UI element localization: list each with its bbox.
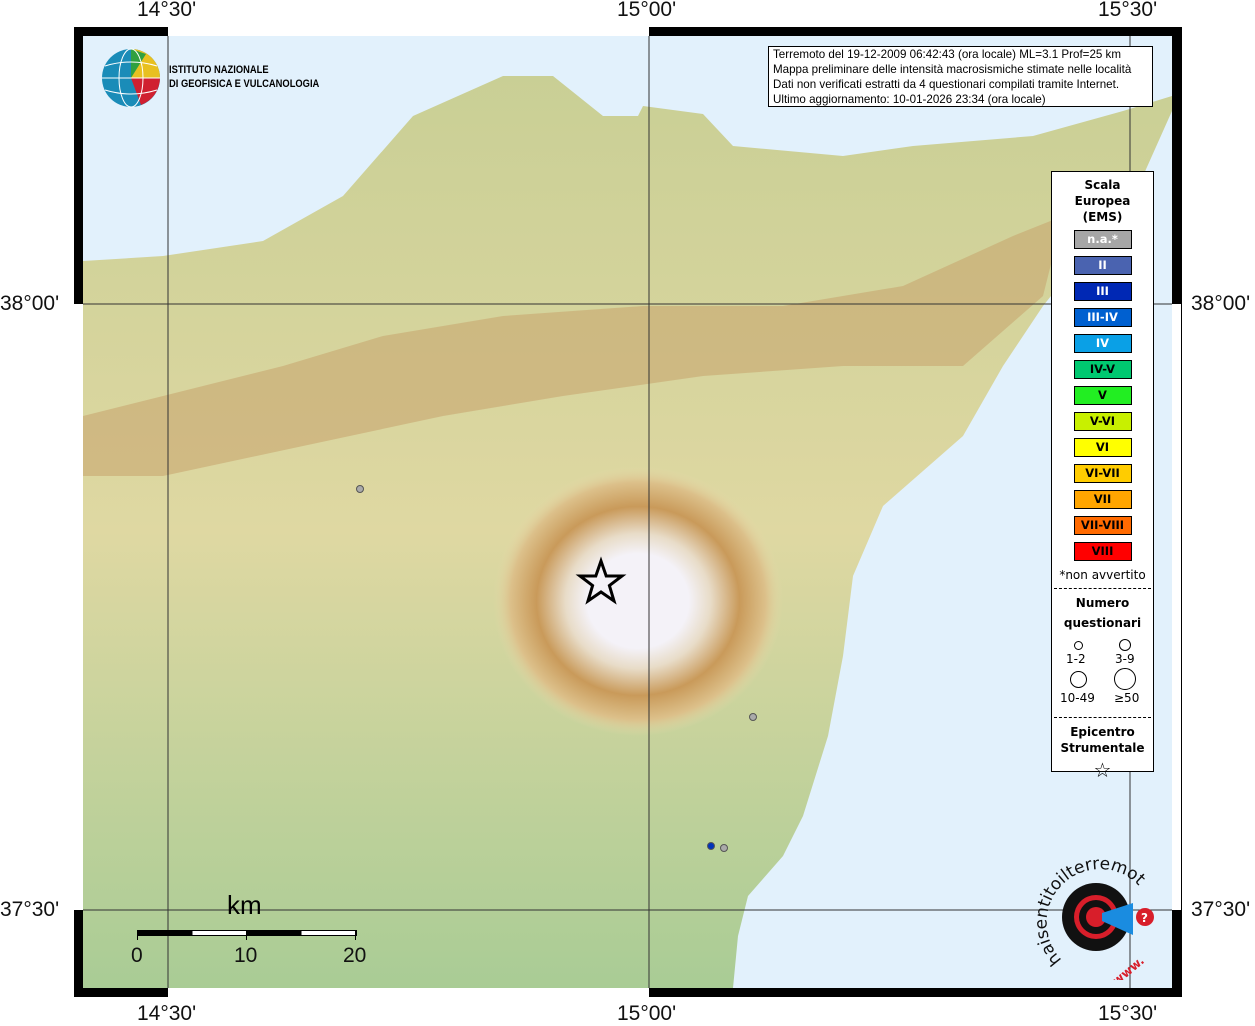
logo-line1: ISTITUTO NAZIONALE xyxy=(169,64,269,76)
mountains-nebrodi xyxy=(83,216,1063,476)
count-title: Numero xyxy=(1075,596,1130,610)
legend-swatch-vi: VI xyxy=(1073,438,1132,457)
scale-bar: km 0 10 20 xyxy=(131,890,377,970)
etna xyxy=(493,466,783,736)
legend-swatch-na: n.a.* xyxy=(1073,230,1132,249)
scale-unit: km xyxy=(227,890,262,920)
count-label: 3-9 xyxy=(1115,652,1135,666)
station-marker[interactable] xyxy=(749,713,757,721)
lat-tick: 38°00' xyxy=(0,292,60,315)
circle-size-icon xyxy=(1074,641,1083,650)
circle-size-icon xyxy=(1114,668,1136,690)
legend-swatch-iii: III xyxy=(1073,282,1132,301)
circle-size-icon xyxy=(1119,639,1131,651)
station-marker[interactable] xyxy=(720,844,728,852)
legend-swatch-v-vi: V-VI xyxy=(1073,412,1132,431)
scale-label: 20 xyxy=(343,944,367,967)
lat-tick: 37°30' xyxy=(0,898,60,921)
legend-note: *non avvertito xyxy=(1059,568,1146,582)
globe-icon xyxy=(102,48,160,108)
lon-tick: 14°30' xyxy=(137,0,197,21)
lon-tick: 15°30' xyxy=(1098,0,1158,21)
count-label: ≥50 xyxy=(1114,691,1140,705)
frame-segment xyxy=(74,304,83,910)
lon-tick: 15°30' xyxy=(1098,1002,1158,1025)
legend-swatch-vii-viii: VII-VIII xyxy=(1073,516,1132,535)
haisentito-logo[interactable]: ? haisentitoilterremoto.it www. xyxy=(1030,855,1160,980)
svg-text:?: ? xyxy=(1141,911,1148,925)
frame-segment xyxy=(1172,304,1181,910)
haisentito-prefix: www. xyxy=(1110,954,1147,980)
count-label: 10-49 xyxy=(1060,691,1095,705)
logo-line2: DI GEOFISICA E VULCANOLOGIA xyxy=(169,78,320,90)
map[interactable] xyxy=(83,36,1172,988)
lon-tick: 15°00' xyxy=(617,1002,677,1025)
info-line: Ultimo aggiornamento: 10-01-2026 23:34 (… xyxy=(773,93,1046,106)
count-title: questionari xyxy=(1063,616,1142,630)
info-line: Dati non verificati estratti da 4 questi… xyxy=(773,78,1120,91)
legend-title: (EMS) xyxy=(1082,210,1123,224)
frame-segment xyxy=(168,988,649,997)
info-line: Terremoto del 19-12-2009 06:42:43 (ora l… xyxy=(773,48,1122,61)
lon-tick: 14°30' xyxy=(137,1002,197,1025)
scale-label: 0 xyxy=(131,944,143,967)
legend-title: Europea xyxy=(1074,194,1131,208)
station-marker[interactable] xyxy=(707,842,715,850)
count-label: 1-2 xyxy=(1066,652,1086,666)
legend-swatch-viii: VIII xyxy=(1073,542,1132,561)
legend-swatch-ii: II xyxy=(1073,256,1132,275)
epicenter-title: Strumentale xyxy=(1060,741,1145,755)
lon-tick: 15°00' xyxy=(617,0,677,21)
epicenter-title: Epicentro xyxy=(1070,725,1135,739)
station-marker[interactable] xyxy=(356,485,364,493)
frame-segment xyxy=(168,27,649,36)
legend: Scala Europea (EMS) n.a.* II III III-IV IV IV… xyxy=(1051,171,1154,782)
legend-swatch-iii-iv: III-IV xyxy=(1073,308,1132,327)
legend-swatch-v: V xyxy=(1073,386,1132,405)
event-info-box: Terremoto del 19-12-2009 06:42:43 (ora l… xyxy=(768,46,1153,107)
legend-swatch-vii: VII xyxy=(1073,490,1132,509)
scale-label: 10 xyxy=(234,944,258,967)
legend-title: Scala xyxy=(1084,178,1121,192)
legend-swatch-iv-v: IV-V xyxy=(1073,360,1132,379)
lat-tick: 37°30' xyxy=(1191,898,1251,921)
legend-swatch-vi-vii: VI-VII xyxy=(1073,464,1132,483)
legend-swatch-iv: IV xyxy=(1073,334,1132,353)
star-icon: ☆ xyxy=(1093,758,1112,782)
lat-tick: 38°00' xyxy=(1191,292,1251,315)
info-line: Mappa preliminare delle intensità macros… xyxy=(773,63,1132,76)
epicenter-star-icon xyxy=(575,556,627,605)
ingv-logo: ISTITUTO NAZIONALE DI GEOFISICA E VULCAN… xyxy=(101,48,319,114)
circle-size-icon xyxy=(1070,671,1087,688)
